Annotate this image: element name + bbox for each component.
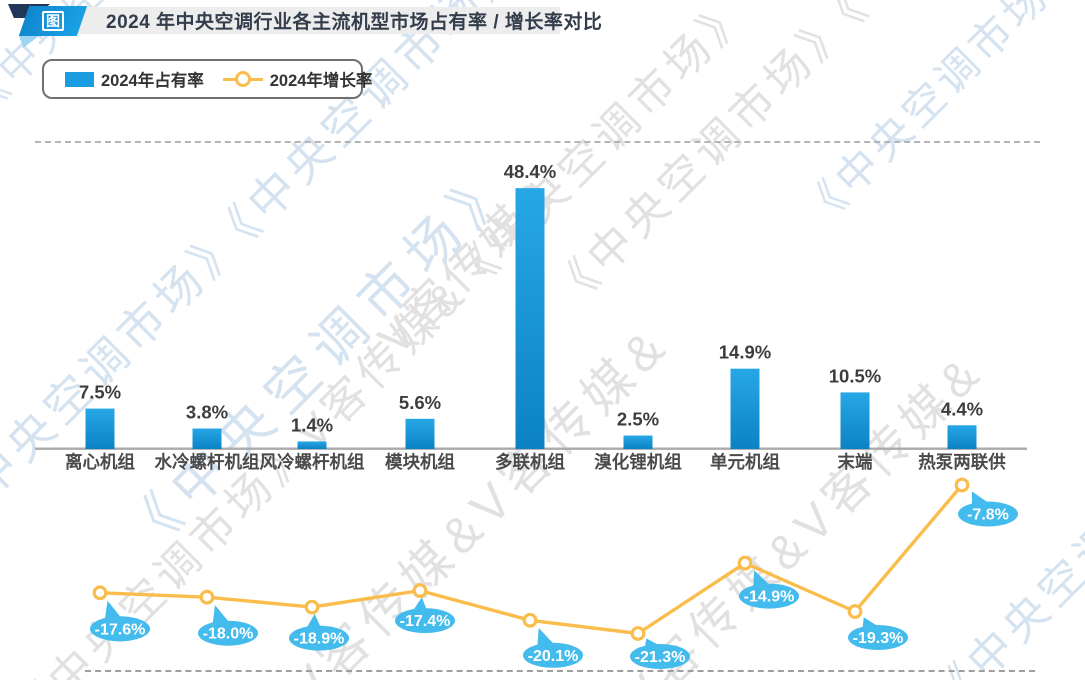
- line-legend-label: 2024年增长率: [269, 72, 373, 90]
- growth-bubble: [90, 616, 150, 642]
- growth-marker: [92, 585, 108, 601]
- growth-bubble: [739, 583, 799, 609]
- bar-value-label: 2.5%: [617, 409, 659, 430]
- growth-bubble-label: -17.4%: [400, 613, 451, 630]
- growth-bubble: [523, 642, 583, 668]
- category-label: 溴化锂机组: [594, 452, 682, 472]
- bar-value-label: 3.8%: [186, 402, 228, 423]
- legend: 2024年占有率 2024年增长率: [42, 59, 372, 99]
- growth-bubble-label: -18.9%: [294, 631, 345, 648]
- growth-marker: [199, 589, 215, 605]
- category-label: 末端: [838, 452, 873, 472]
- growth-line: [98, 483, 964, 636]
- bar-value-label: 14.9%: [719, 342, 771, 363]
- growth-marker: [522, 612, 538, 628]
- bar: [947, 425, 977, 449]
- growth-bubble: [289, 625, 349, 651]
- category-label: 水冷螺杆机组: [155, 452, 260, 472]
- title-strip: 2024 年中央空调行业各主流机型市场占有率 / 增长率对比: [58, 7, 602, 34]
- bar-value-label: 7.5%: [79, 382, 121, 403]
- bar-value-label: 4.4%: [941, 398, 983, 419]
- bar: [85, 408, 115, 449]
- growth-marker: [630, 626, 646, 641]
- growth-bubble: [395, 608, 455, 634]
- growth-bubble-label: -18.0%: [203, 626, 254, 643]
- bar: [405, 418, 435, 449]
- growth-bubble: [630, 644, 690, 669]
- growth-bubble-label: -7.8%: [967, 507, 1009, 524]
- growth-bubble: [848, 625, 908, 650]
- bar-value-label: 1.4%: [291, 414, 333, 435]
- category-label: 热泵两联供: [918, 452, 1006, 472]
- growth-bubble-label: -14.9%: [744, 589, 795, 606]
- category-label: 单元机组: [710, 452, 780, 472]
- figure-badge: 图: [18, 6, 88, 36]
- bar-legend-swatch: [65, 71, 94, 87]
- bar: [297, 441, 327, 449]
- bar-legend-label: 2024年占有率: [101, 72, 204, 90]
- bar-value-label: 10.5%: [829, 365, 881, 386]
- category-label: 模块机组: [385, 452, 455, 472]
- category-label: 风冷螺杆机组: [260, 452, 365, 472]
- chart-title: 2024 年中央空调行业各主流机型市场占有率 / 增长率对比: [106, 12, 603, 33]
- growth-marker: [954, 477, 970, 493]
- growth-bubble-label: -21.3%: [635, 649, 686, 666]
- growth-bubble-label: -17.6%: [95, 621, 146, 638]
- category-label: 离心机组: [65, 452, 135, 472]
- line-legend-swatch: [222, 71, 263, 87]
- figure-badge-label: 图: [42, 11, 64, 31]
- growth-marker: [412, 583, 428, 598]
- bar-value-label: 48.4%: [504, 161, 556, 182]
- growth-marker: [737, 555, 753, 571]
- bar: [730, 368, 760, 449]
- growth-marker: [847, 604, 863, 619]
- growth-marker: [304, 599, 320, 615]
- bar-value-label: 5.6%: [399, 392, 441, 413]
- category-label: 多联机组: [495, 452, 565, 472]
- gridline-bottom: [85, 670, 1035, 672]
- bar: [840, 392, 870, 449]
- bar: [623, 435, 653, 449]
- growth-bubble-label: -19.3%: [853, 630, 904, 647]
- growth-bubble: [198, 620, 258, 646]
- line-legend-marker-icon: [234, 71, 251, 87]
- bar: [192, 428, 222, 449]
- gridline-top: [35, 141, 1040, 143]
- bar: [515, 188, 545, 449]
- growth-bubble: [958, 501, 1018, 527]
- growth-bubble-label: -20.1%: [528, 648, 579, 665]
